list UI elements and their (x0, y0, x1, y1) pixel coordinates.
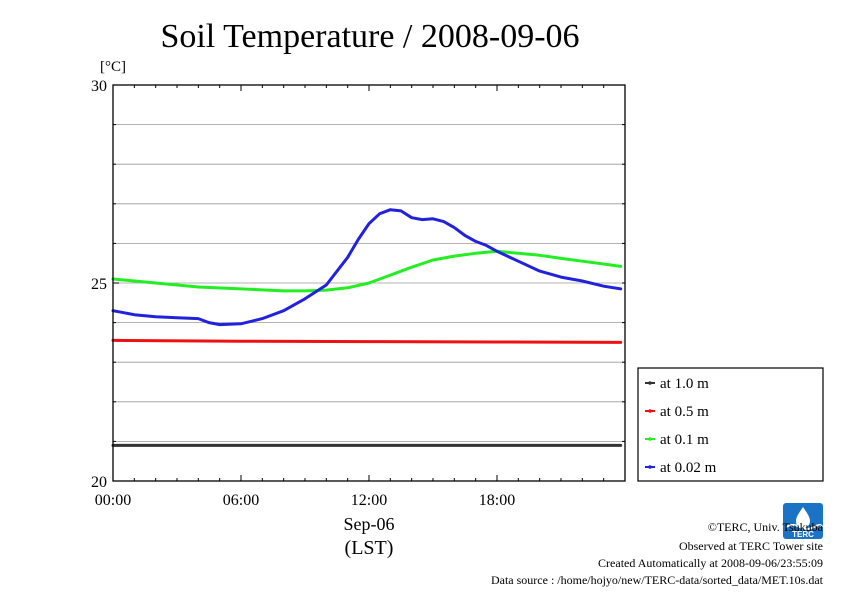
legend-label: at 1.0 m (660, 376, 709, 392)
x-tick-label: 12:00 (351, 492, 387, 509)
logo-text: TERC (792, 530, 814, 539)
x-axis-timezone-label: (LST) (345, 537, 394, 559)
legend-label: at 0.5 m (660, 404, 709, 420)
footer-source: Data source : /home/hojyo/new/TERC-data/… (491, 573, 824, 587)
legend-marker (648, 437, 652, 441)
y-tick-label: 20 (91, 474, 107, 491)
legend-marker (648, 381, 652, 385)
footer-created: Created Automatically at 2008-09-06/23:5… (598, 556, 823, 570)
water-drop-icon (796, 507, 810, 528)
axis-ticks (112, 84, 625, 482)
legend: at 1.0 m at 0.5 m at 0.1 m at 0.02 m (637, 367, 824, 482)
footer-site: Observed at TERC Tower site (679, 539, 823, 553)
legend-marker (648, 409, 652, 413)
y-tick-label: 30 (91, 78, 107, 95)
axis-tick-labels: 00:00 06:00 12:00 18:00 20 25 30 (91, 78, 515, 509)
legend-box (637, 367, 824, 482)
x-tick-label: 18:00 (479, 492, 515, 509)
series-line-at-0-02-m (111, 208, 623, 327)
series-lines (111, 208, 623, 447)
series-line-at-0-5-m (111, 338, 623, 344)
y-tick-label: 25 (91, 276, 107, 293)
x-axis-date-label: Sep-06 (344, 514, 395, 534)
terc-logo: TERC (783, 503, 823, 539)
y-axis-unit-label: [°C] (100, 59, 126, 75)
series-line-at-0-1-m (111, 249, 623, 293)
footer-credit: ©TERC, Univ. Tsukuba (708, 520, 824, 534)
x-tick-label: 06:00 (223, 492, 259, 509)
legend-marker (648, 465, 652, 469)
legend-label: at 0.1 m (660, 432, 709, 448)
wave-icon (785, 524, 823, 530)
legend-label: at 0.02 m (660, 460, 717, 476)
chart-title: Soil Temperature / 2008-09-06 (160, 18, 579, 55)
x-tick-label: 00:00 (95, 492, 131, 509)
